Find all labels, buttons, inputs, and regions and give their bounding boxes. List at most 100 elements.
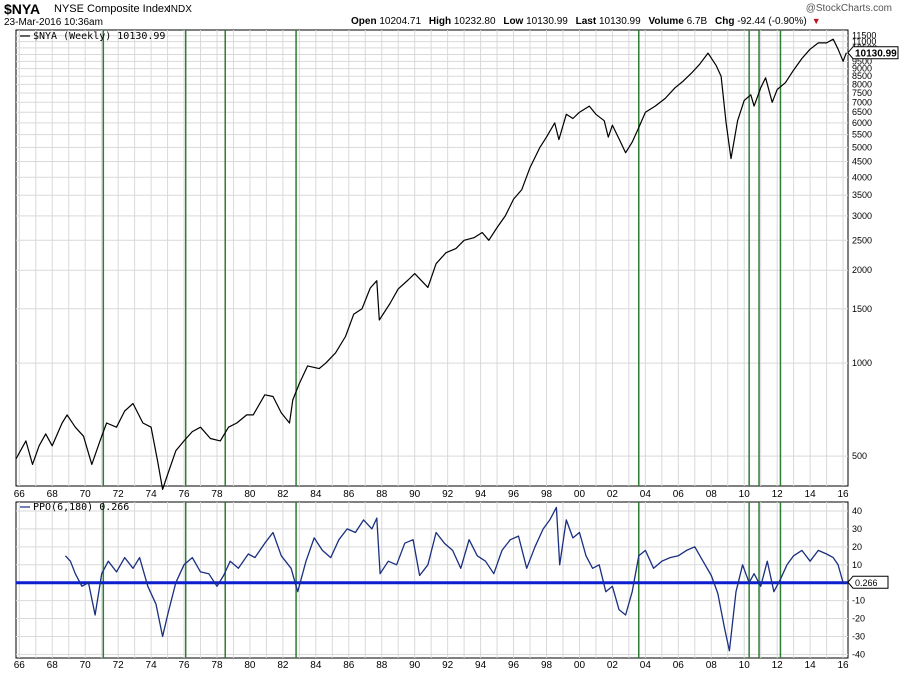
price-y-tick-label: 6000 xyxy=(852,118,872,128)
ppo-x-tick-label: 74 xyxy=(146,660,158,671)
ppo-x-tick-label: 04 xyxy=(640,660,652,671)
ppo-y-tick-label: -30 xyxy=(852,631,865,641)
price-x-tick-label: 86 xyxy=(343,489,355,500)
price-y-tick-label: 9500 xyxy=(852,56,872,66)
ppo-y-tick-label: -10 xyxy=(852,596,865,606)
symbol-label: $NYA xyxy=(4,1,41,17)
open-label: Open xyxy=(351,16,377,27)
datetime-label: 23-Mar-2016 10:36am xyxy=(4,17,103,28)
ppo-x-tick-label: 14 xyxy=(805,660,817,671)
price-x-tick-label: 80 xyxy=(244,489,256,500)
price-x-tick-label: 12 xyxy=(772,489,784,500)
price-x-tick-label: 92 xyxy=(442,489,454,500)
ppo-series-line xyxy=(64,506,847,652)
ppo-x-tick-label: 16 xyxy=(837,660,849,671)
price-y-tick-label: 11000 xyxy=(852,37,876,47)
price-y-tick-label: 7500 xyxy=(852,88,872,98)
ppo-x-tick-label: 82 xyxy=(277,660,289,671)
price-x-tick-label: 96 xyxy=(508,489,520,500)
ppo-panel xyxy=(15,501,849,659)
ppo-x-tick-label: 94 xyxy=(475,660,487,671)
price-x-tick-label: 84 xyxy=(310,489,322,500)
price-last-value-tag xyxy=(847,46,899,60)
price-y-tick-label: 5000 xyxy=(852,142,872,152)
ppo-x-tick-label: 10 xyxy=(739,660,751,671)
price-x-tick-label: 72 xyxy=(113,489,125,500)
price-y-tick-label: 500 xyxy=(852,451,867,461)
ppo-y-tick-label: -20 xyxy=(852,614,865,624)
ppo-x-tick-label: 86 xyxy=(343,660,355,671)
ppo-y-tick-label: 30 xyxy=(852,524,862,534)
price-x-tick-label: 90 xyxy=(409,489,421,500)
price-x-tick-label: 08 xyxy=(706,489,718,500)
exchange-label: INDX xyxy=(168,4,192,15)
chart-header: $NYA NYSE Composite Index INDX 23-Mar-20… xyxy=(0,0,900,30)
ppo-x-tick-label: 68 xyxy=(47,660,59,671)
price-y-tick-label: 11500 xyxy=(852,31,876,41)
price-x-tick-label: 66 xyxy=(14,489,26,500)
price-y-tick-label: 5500 xyxy=(852,130,872,140)
price-x-tick-label: 16 xyxy=(837,489,849,500)
price-x-tick-label: 02 xyxy=(607,489,619,500)
volume-value: 6.7B xyxy=(686,16,708,27)
price-x-tick-label: 00 xyxy=(574,489,586,500)
ppo-x-tick-label: 08 xyxy=(706,660,718,671)
price-x-tick-label: 70 xyxy=(80,489,92,500)
price-y-tick-label: 2000 xyxy=(852,265,872,275)
ppo-x-tick-label: 00 xyxy=(574,660,586,671)
volume-label: Volume xyxy=(648,16,684,27)
price-y-tick-label: 3500 xyxy=(852,190,872,200)
price-series-line xyxy=(15,38,847,490)
price-y-tick-label: 9000 xyxy=(852,64,872,74)
price-y-tick-label: 3000 xyxy=(852,211,872,221)
price-x-tick-label: 10 xyxy=(739,489,751,500)
high-value: 10232.80 xyxy=(453,16,496,27)
ppo-y-tick-label: 20 xyxy=(852,542,862,552)
ppo-x-tick-label: 88 xyxy=(376,660,388,671)
ppo-x-tick-label: 76 xyxy=(178,660,190,671)
price-y-tick-label: 4500 xyxy=(852,157,872,167)
price-y-tick-label: 8500 xyxy=(852,71,872,81)
price-y-tick-label: 2500 xyxy=(852,235,872,245)
price-y-tick-label: 4000 xyxy=(852,172,872,182)
price-x-tick-label: 14 xyxy=(805,489,817,500)
price-x-tick-label: 78 xyxy=(211,489,223,500)
price-y-tick-label: 6500 xyxy=(852,107,872,117)
ppo-x-tick-label: 12 xyxy=(772,660,784,671)
price-legend-text: $NYA (Weekly) 10130.99 xyxy=(33,31,165,42)
last-value: 10130.99 xyxy=(598,16,641,27)
price-x-tick-label: 76 xyxy=(178,489,190,500)
price-y-tick-label: 1000 xyxy=(852,358,872,368)
high-label: High xyxy=(428,16,452,27)
chg-value: -92.44 (-0.90%) xyxy=(737,16,807,27)
ppo-x-tick-label: 78 xyxy=(211,660,223,671)
ppo-last-value-tag xyxy=(847,575,889,589)
price-y-tick-label: 1500 xyxy=(852,304,872,314)
ppo-x-tick-label: 84 xyxy=(310,660,322,671)
ppo-x-tick-label: 80 xyxy=(244,660,256,671)
price-x-tick-label: 88 xyxy=(376,489,388,500)
price-x-tick-label: 06 xyxy=(673,489,685,500)
ppo-x-tick-label: 90 xyxy=(409,660,421,671)
ppo-x-tick-label: 72 xyxy=(113,660,125,671)
price-x-tick-label: 98 xyxy=(541,489,553,500)
ppo-y-tick-label: 40 xyxy=(852,506,862,516)
ppo-x-tick-label: 02 xyxy=(607,660,619,671)
ppo-y-tick-label: 10 xyxy=(852,560,862,570)
last-label: Last xyxy=(575,16,597,27)
ppo-x-tick-label: 06 xyxy=(673,660,685,671)
open-value: 10204.71 xyxy=(379,16,422,27)
ppo-legend-text: PPO(6,180) 0.266 xyxy=(33,502,129,513)
low-value: 10130.99 xyxy=(526,16,568,27)
index-name: NYSE Composite Index xyxy=(54,3,170,15)
ppo-last-value-label: 0.266 xyxy=(855,578,878,588)
price-y-tick-label: 8000 xyxy=(852,79,872,89)
price-last-value-label: 10130.99 xyxy=(855,49,897,60)
ppo-x-tick-label: 92 xyxy=(442,660,454,671)
ppo-x-tick-label: 66 xyxy=(14,660,26,671)
price-x-tick-label: 68 xyxy=(47,489,59,500)
price-x-tick-label: 82 xyxy=(277,489,289,500)
ppo-x-tick-label: 96 xyxy=(508,660,520,671)
price-y-tick-label: 7000 xyxy=(852,97,872,107)
chg-label: Chg xyxy=(715,16,735,27)
